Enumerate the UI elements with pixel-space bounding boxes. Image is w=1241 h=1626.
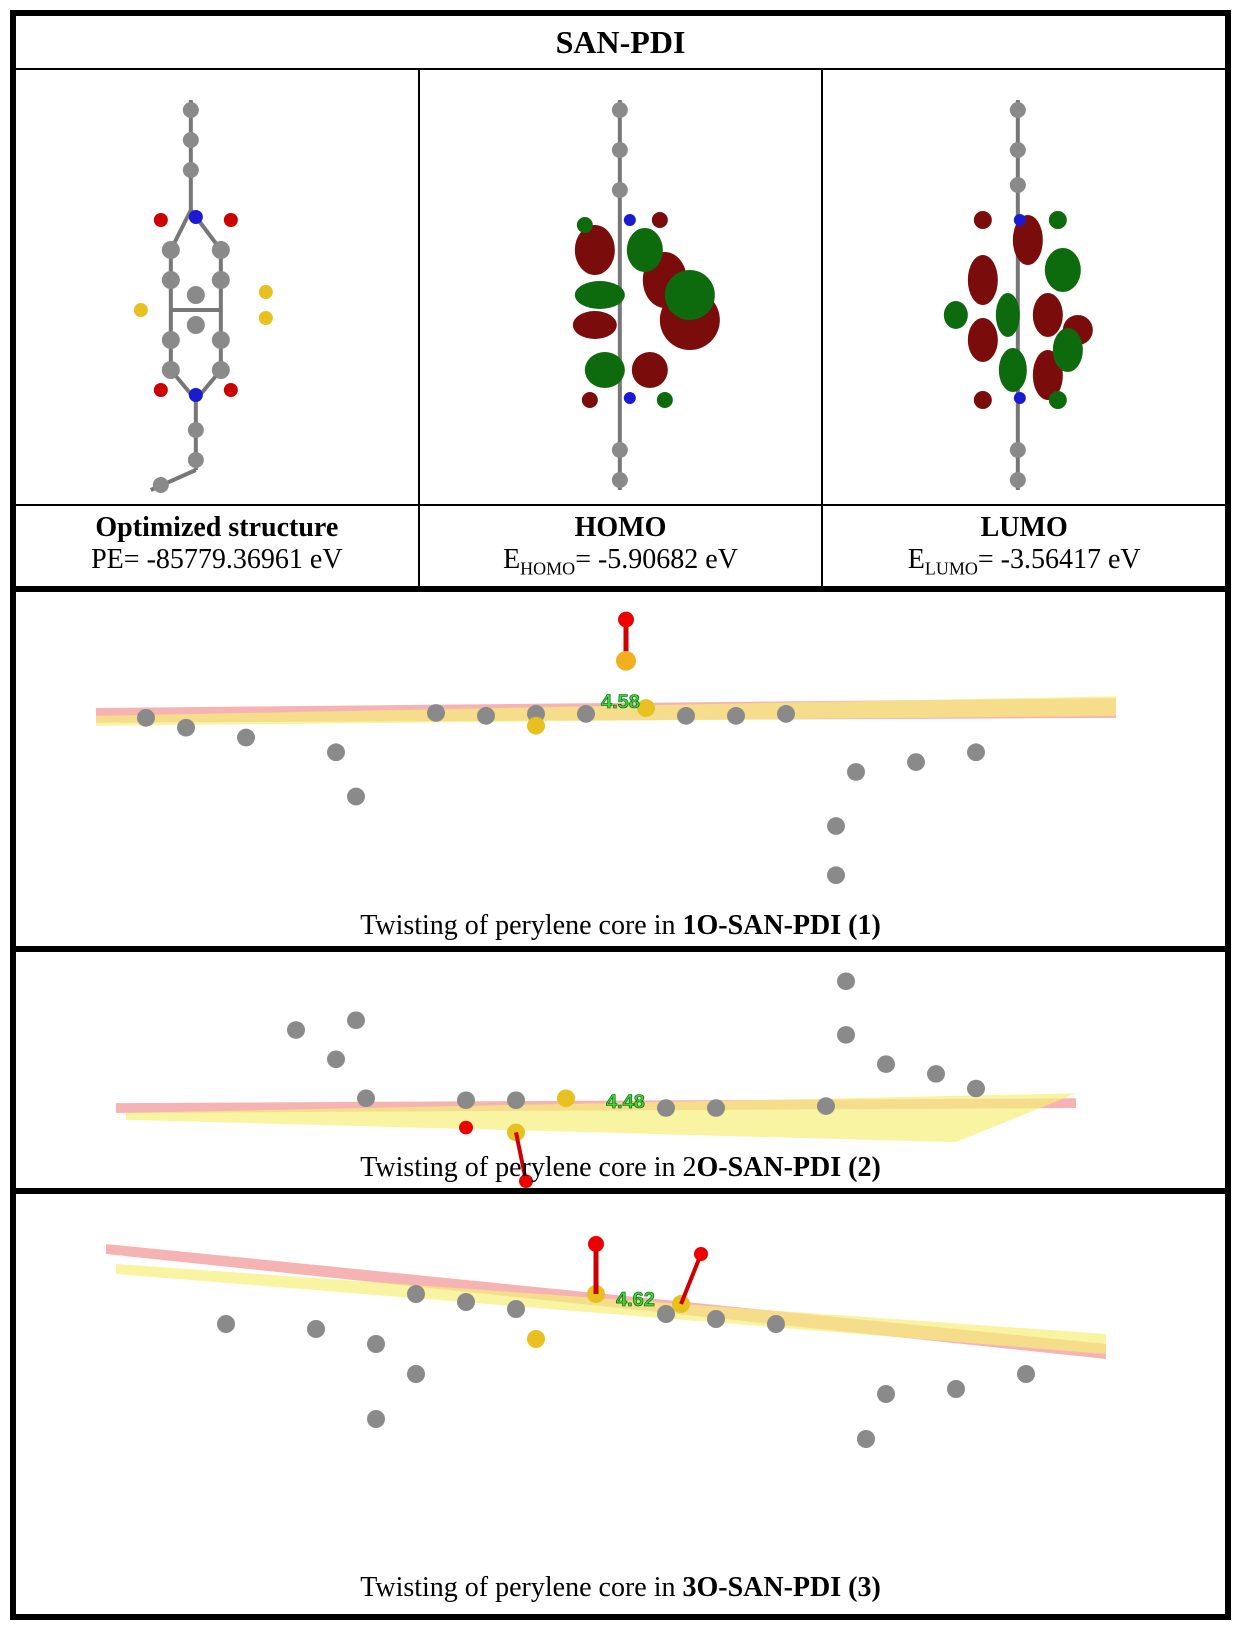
lumo-subscript: LUMO	[924, 558, 978, 579]
lumo-energy: ELUMO= -3.56417 eV	[907, 544, 1141, 579]
homo-energy: EHOMO= -5.90682 eV	[503, 544, 738, 579]
twist-model-3: 4.62	[106, 1236, 1106, 1448]
figure-frame: SAN-PDI	[10, 10, 1231, 1620]
twist-caption-3: Twisting of perylene core in 3O-SAN-PDI …	[16, 1572, 1225, 1604]
twist-model-2: 4.48	[116, 972, 1076, 1188]
twist-angle-1: 4.58	[601, 691, 640, 713]
twist-model-1: 4.58	[96, 611, 1116, 885]
homo-heading: HOMO	[574, 512, 667, 543]
pe-value: PE= -85779.36961 eV	[91, 544, 343, 575]
caption-1-text: Twisting of perylene core in	[360, 910, 683, 941]
homo-orbital-model	[572, 100, 720, 490]
caption-1-compound: 1O-SAN-PDI (1)	[682, 910, 881, 941]
lumo-heading: LUMO	[980, 512, 1068, 543]
twist-caption-2: Twisting of perylene core in 2O-SAN-PDI …	[16, 1152, 1225, 1184]
lumo-orbital-image	[823, 70, 1225, 504]
twist-angle-3: 4.62	[616, 1289, 655, 1311]
optimized-structure-image	[16, 70, 420, 504]
homo-energy-value: = -5.90682 eV	[575, 544, 738, 575]
figure-title: SAN-PDI	[16, 16, 1225, 70]
lumo-orbital-model	[944, 100, 1094, 490]
homo-subscript: HOMO	[520, 558, 576, 579]
twist-panel-3: 4.62 Twisting of perylene core in 3O-SAN…	[16, 1194, 1225, 1614]
energy-labels-row: Optimized structure PE= -85779.36961 eV …	[16, 504, 1225, 592]
lumo-label: LUMO ELUMO= -3.56417 eV	[823, 506, 1225, 586]
orbital-row	[16, 70, 1225, 504]
optimized-structure-heading: Optimized structure	[95, 512, 339, 543]
homo-label: HOMO EHOMO= -5.90682 eV	[420, 506, 824, 586]
twist-panel-2: 4.48 Twisting of perylene core in 2O-SAN…	[16, 952, 1225, 1194]
caption-2-text: Twisting of perylene core in 2	[360, 1152, 697, 1183]
optimized-structure-label: Optimized structure PE= -85779.36961 eV	[16, 506, 420, 586]
homo-orbital-image	[420, 70, 824, 504]
twist-caption-1: Twisting of perylene core in 1O-SAN-PDI …	[16, 910, 1225, 942]
molecule-model	[133, 100, 273, 493]
lumo-e-symbol: E	[907, 544, 925, 575]
caption-3-compound: 3O-SAN-PDI (3)	[682, 1572, 881, 1603]
caption-3-text: Twisting of perylene core in	[360, 1572, 683, 1603]
twist-angle-2: 4.48	[606, 1091, 645, 1113]
homo-e-symbol: E	[503, 544, 521, 575]
lumo-energy-value: = -3.56417 eV	[977, 544, 1141, 575]
twist-panel-1: 4.58 Twisting of perylene core in 1O-SAN…	[16, 590, 1225, 952]
caption-2-compound: O-SAN-PDI (2)	[696, 1152, 881, 1183]
